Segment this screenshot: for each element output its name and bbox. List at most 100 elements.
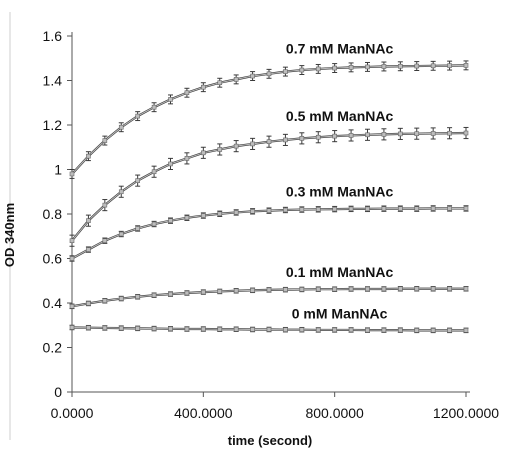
data-point [365,206,370,212]
data-point [250,73,255,79]
data-point [168,218,173,223]
x-tick-label: 800.0000 [305,405,364,421]
data-point [86,301,91,306]
data-point [299,136,305,141]
data-point [430,328,436,333]
data-point [184,90,190,96]
data-point [332,133,337,139]
data-point [86,218,91,223]
series-group [69,126,469,247]
series-layer [69,60,469,334]
data-point [283,287,288,292]
data-point [447,206,452,211]
series-label: 0.7 mM ManNAc [286,40,394,56]
data-point [365,286,370,292]
series-label: 0 mM ManNAc [292,305,388,321]
data-point [463,206,469,211]
y-tick-label: 1.2 [43,117,63,133]
data-point [315,207,321,212]
data-point [365,327,370,333]
data-point [299,207,305,212]
y-tick-label: 0.6 [43,251,63,267]
series-labels: 0.7 mM ManNAc 0.5 mM ManNAc 0.3 mM ManNAc 0… [286,40,394,321]
data-point [381,286,387,292]
data-point [201,213,206,218]
data-point [398,206,403,211]
data-point [233,210,239,215]
data-point [151,221,157,227]
data-point [447,328,452,333]
data-point [447,286,452,292]
data-point [118,325,124,331]
data-point [233,326,239,332]
data-point [398,327,403,333]
data-point [201,289,206,295]
data-point [217,80,223,86]
data-point [348,133,354,138]
data-point [217,326,223,332]
data-point [266,327,272,332]
y-tick-label: 1.6 [43,28,63,44]
series-line-highlight [71,132,467,242]
data-point [365,132,370,138]
data-point [217,211,223,217]
data-point [118,231,124,237]
data-point [315,327,321,333]
series-line [71,207,466,260]
data-point [348,286,354,292]
data-point [315,134,321,140]
data-point [233,77,239,82]
data-point [447,130,452,136]
data-point [348,65,354,70]
x-tick-label: 1200.0000 [433,405,499,421]
data-point [102,325,108,331]
data-point [414,328,420,333]
data-point [250,288,255,293]
data-point [414,131,420,136]
data-point [184,290,190,296]
data-point [332,327,337,333]
data-point [381,132,387,137]
data-point [348,206,354,212]
data-point [118,189,124,195]
data-point [135,226,140,231]
data-point [135,326,140,331]
data-point [86,153,91,159]
data-point [250,327,255,332]
data-point [430,206,436,211]
y-tick-label: 0.4 [43,295,63,311]
y-tick-label: 1 [54,162,62,178]
data-point [381,327,387,333]
data-point [430,63,436,69]
data-point [69,171,75,177]
data-point [118,296,124,301]
data-point [168,291,173,297]
data-point [332,65,337,71]
series-group [69,286,469,310]
data-point [184,156,190,161]
data-point [151,169,157,175]
axes: 0 0.2 0.4 0.6 0.8 1 1.2 1.4 1.6 0.0000 400.0000 800… [9,12,499,440]
data-point [102,298,108,304]
data-point [102,138,108,143]
data-point [201,84,206,90]
x-tick-label: 0.0000 [51,405,94,421]
data-point [135,113,140,119]
y-axis-title: OD 340nm [2,203,17,267]
data-point [201,326,206,332]
data-point [118,124,124,130]
data-point [266,71,272,77]
data-point [398,63,403,69]
data-point [332,206,337,212]
data-point [299,287,305,292]
data-point [381,206,387,211]
data-point [381,64,387,69]
data-point [283,69,288,74]
data-point [151,292,157,298]
data-point [86,247,91,252]
series-group [69,324,469,334]
data-point [233,288,239,294]
data-point [348,327,354,333]
y-tick-label: 0.2 [43,340,63,356]
data-point [135,178,140,183]
